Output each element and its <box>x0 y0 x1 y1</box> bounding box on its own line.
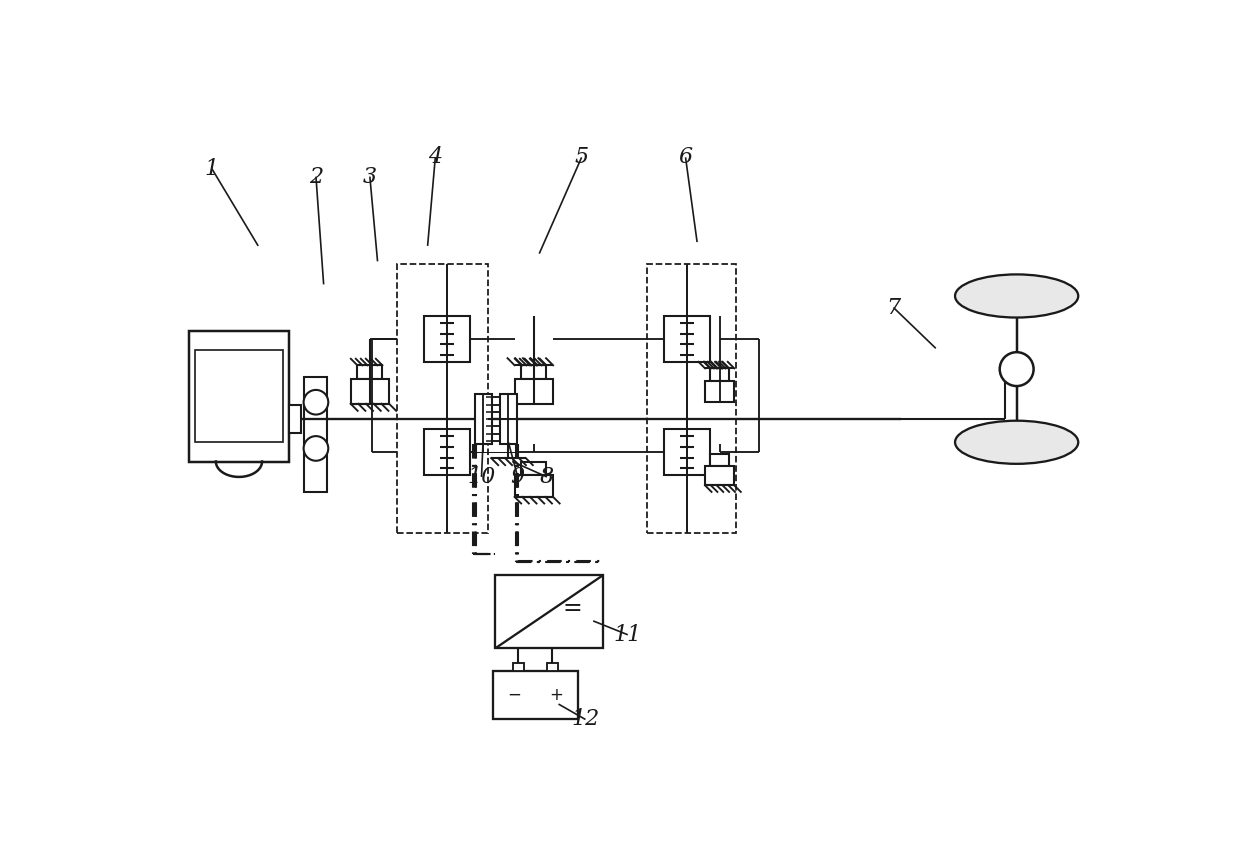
Bar <box>706 381 734 402</box>
Text: 10: 10 <box>467 466 496 488</box>
Text: 1: 1 <box>205 158 219 180</box>
Bar <box>515 475 553 497</box>
Bar <box>663 316 711 362</box>
Bar <box>500 395 517 444</box>
Bar <box>289 405 300 433</box>
Bar <box>494 671 578 719</box>
Circle shape <box>999 352 1034 386</box>
Circle shape <box>304 436 329 461</box>
Bar <box>424 429 470 475</box>
Text: =: = <box>563 596 583 620</box>
Bar <box>397 264 487 533</box>
Bar <box>475 395 491 444</box>
Text: 9: 9 <box>511 466 525 488</box>
Text: 6: 6 <box>678 147 693 169</box>
Bar <box>547 663 558 671</box>
Text: 3: 3 <box>363 165 377 188</box>
Text: 7: 7 <box>887 297 900 319</box>
Ellipse shape <box>955 421 1079 464</box>
Bar <box>711 368 729 381</box>
Bar <box>647 264 735 533</box>
Text: 11: 11 <box>614 624 642 646</box>
Bar <box>304 377 327 492</box>
Bar <box>663 429 711 475</box>
Text: 5: 5 <box>574 147 589 169</box>
Bar <box>495 575 603 648</box>
Ellipse shape <box>955 275 1079 318</box>
Bar <box>515 379 553 404</box>
Bar <box>521 365 547 379</box>
Bar <box>513 663 523 671</box>
Bar <box>357 365 382 379</box>
Bar <box>711 454 729 466</box>
Text: 8: 8 <box>539 466 554 488</box>
Bar <box>706 466 734 486</box>
Text: −: − <box>507 686 522 704</box>
Text: 12: 12 <box>572 708 600 731</box>
Bar <box>188 330 289 461</box>
Text: +: + <box>549 686 563 704</box>
Text: 2: 2 <box>309 165 322 188</box>
Bar <box>195 350 283 443</box>
Text: 4: 4 <box>428 147 443 169</box>
Bar <box>351 379 389 404</box>
Circle shape <box>304 390 329 415</box>
Bar <box>424 316 470 362</box>
Bar <box>521 461 547 475</box>
